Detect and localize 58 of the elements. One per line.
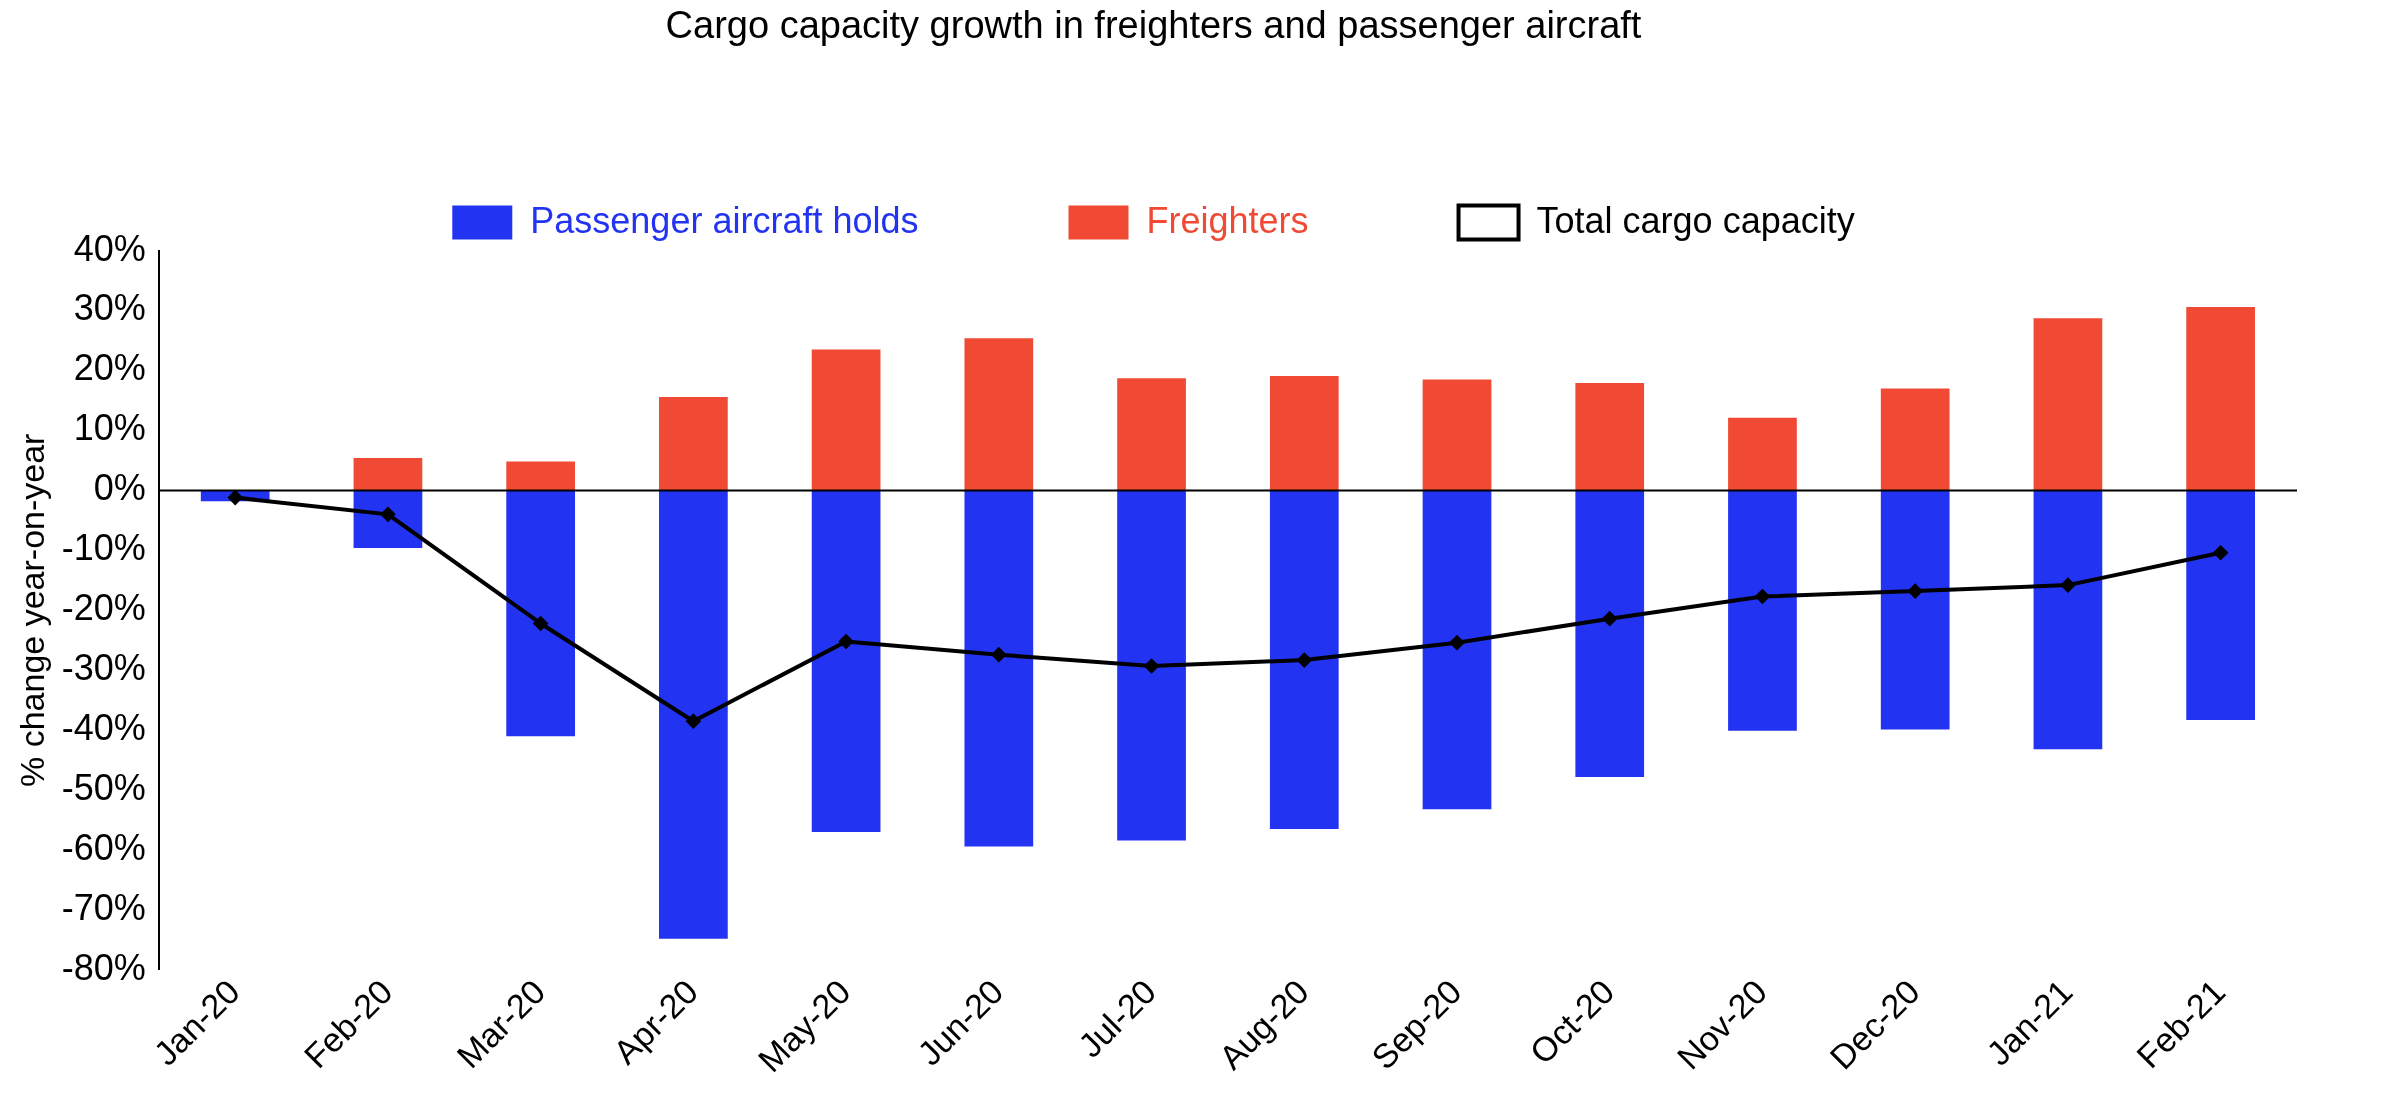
y-tick-label: -50% — [61, 767, 146, 809]
bar — [1728, 490, 1797, 731]
y-axis-title: % change year-on-year — [12, 433, 51, 787]
point — [839, 634, 854, 649]
y-tick-label: 0% — [93, 467, 146, 509]
point — [1755, 589, 1770, 604]
legend-label: Total cargo capacity — [1536, 199, 1855, 241]
bar — [1117, 378, 1186, 491]
y-tick-label: -70% — [61, 886, 146, 928]
bar — [1117, 490, 1186, 841]
y-tick-label: -30% — [61, 647, 146, 689]
y-tick-label: 10% — [73, 407, 146, 449]
point — [1450, 635, 1465, 650]
bar — [1880, 490, 1950, 730]
bar — [659, 396, 728, 491]
point — [686, 714, 701, 729]
point — [1297, 653, 1312, 668]
bar — [1575, 383, 1645, 491]
bar — [2033, 318, 2103, 491]
point — [1602, 611, 1617, 626]
bar — [2033, 490, 2103, 750]
point — [1908, 584, 1923, 599]
bar — [1269, 375, 1339, 491]
bar — [506, 461, 576, 491]
y-tick-label: 40% — [73, 227, 146, 269]
bar — [1880, 388, 1950, 491]
point — [380, 507, 395, 522]
point — [2060, 578, 2075, 593]
point — [533, 616, 548, 631]
bar — [964, 338, 1034, 491]
bar — [811, 490, 881, 833]
y-tick-label: -10% — [61, 527, 146, 569]
y-tick-label: 20% — [73, 347, 146, 389]
legend-label: Freighters — [1146, 199, 1309, 241]
y-tick-label: -60% — [61, 827, 146, 869]
bar — [353, 490, 423, 548]
y-tick-label: 30% — [73, 287, 146, 329]
y-tick-label: -80% — [61, 946, 146, 988]
bar — [1422, 490, 1492, 810]
bar — [1269, 490, 1339, 830]
legend-label: Passenger aircraft holds — [530, 199, 919, 241]
bar — [353, 458, 423, 491]
point — [2213, 545, 2228, 560]
point — [1144, 659, 1159, 674]
bar — [1422, 379, 1492, 491]
bar — [1575, 490, 1645, 777]
y-tick-label: -40% — [61, 707, 146, 749]
bar — [2186, 490, 2255, 720]
bar — [964, 490, 1034, 847]
point — [991, 647, 1006, 662]
bar — [2186, 306, 2255, 491]
chart-title: Cargo capacity growth in freighters and passenger aircraft — [665, 4, 1642, 47]
bar — [1728, 417, 1797, 491]
bar — [506, 490, 576, 737]
y-tick-label: -20% — [61, 587, 146, 629]
point — [228, 490, 243, 505]
bar — [811, 349, 881, 491]
bar — [659, 490, 728, 939]
